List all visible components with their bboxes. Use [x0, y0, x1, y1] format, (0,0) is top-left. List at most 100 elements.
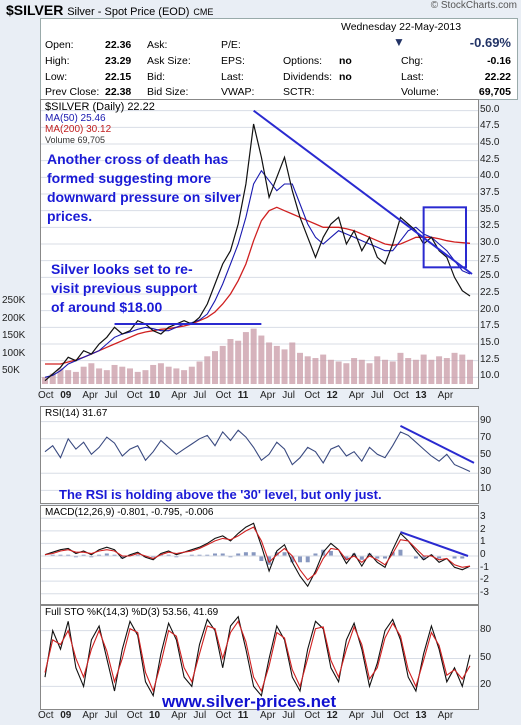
dividends-label: Dividends:: [283, 71, 333, 83]
volume-tick-label: 100K: [2, 347, 26, 359]
sto-tick-label: 20: [480, 679, 492, 691]
pe-label: P/E:: [221, 39, 241, 51]
macd-histogram-bar: [104, 553, 109, 556]
price-tick-label: 10.0: [480, 370, 500, 382]
site-footer[interactable]: www.silver-prices.net: [162, 692, 337, 711]
annotation-cross-of-death: Another cross of death has formed sugges…: [47, 151, 241, 224]
x-tick-label: 12: [326, 710, 338, 721]
quote-table: Wednesday 22-May-2013 ▼ -0.69% Open: 22.…: [40, 18, 518, 100]
macd-histogram-bar: [267, 556, 272, 565]
x-tick-label: 13: [415, 390, 427, 401]
ma200-line: [45, 206, 471, 365]
price-tick-label: 45.0: [480, 137, 500, 148]
signal-line: [44, 526, 471, 581]
x-tick-label: Jul: [371, 390, 384, 401]
macd-histogram-bar: [251, 552, 256, 556]
macd-histogram-bar: [66, 554, 71, 556]
macd-chart: [41, 517, 478, 595]
ma50-line: [44, 169, 471, 378]
rsi-tick-label: 30: [480, 466, 492, 478]
macd-histogram-bar: [205, 554, 210, 556]
volume-bar: [227, 339, 234, 384]
x-tick-label: Oct: [304, 710, 320, 721]
volume-bar: [266, 342, 273, 384]
sto-legend: Full STO %K(14,3) %D(3) 53.56, 41.69: [45, 607, 219, 618]
macd-histogram-bar: [383, 556, 387, 559]
ask-label: Ask:: [147, 39, 168, 51]
volume-bar: [49, 373, 56, 384]
volume-bar: [96, 368, 103, 384]
rsi-tick-label: 10: [480, 483, 492, 495]
macd-histogram-bar: [352, 553, 357, 556]
price-legend-title: $SILVER (Daily) 22.22: [45, 101, 155, 113]
x-tick-label: Apr: [171, 390, 187, 401]
volume-bar: [335, 361, 342, 384]
chg-label: Chg:: [401, 55, 424, 67]
volume-bar: [467, 359, 473, 384]
x-tick-label: Oct: [215, 390, 232, 401]
price-line: [44, 123, 471, 382]
price-tick-label: 32.5: [480, 220, 500, 232]
volume-bar: [219, 345, 226, 384]
macd-histogram-bar: [112, 554, 117, 556]
downtrend-line: [253, 109, 473, 275]
price-tick-label: 22.5: [480, 287, 500, 298]
volume-bar: [358, 359, 365, 384]
x-tick-label: Jul: [282, 390, 295, 401]
macd-histogram-bar: [73, 556, 78, 558]
macd-legend-text: MACD(12,26,9) -0.801, -0.795, -0.006: [45, 507, 214, 518]
x-tick-label: Apr: [348, 710, 365, 721]
volume-bar: [405, 358, 412, 384]
volume-bar: [235, 340, 242, 384]
macd-histogram-bar: [189, 554, 194, 556]
volume-bar: [312, 358, 319, 384]
macd-histogram-bar: [413, 556, 418, 559]
x-tick-label: Apr: [437, 390, 454, 401]
x-tick-label: 11: [237, 710, 249, 721]
price-tick-label: 37.5: [480, 187, 500, 198]
x-tick-label: Oct: [215, 710, 232, 721]
volume-bar: [304, 356, 311, 384]
volume-tick-label: 50K: [2, 365, 20, 376]
rsi-trend-line: [400, 425, 475, 464]
macd-histogram-bar: [421, 556, 426, 560]
volume-bar: [57, 368, 64, 384]
volume-bar: [127, 368, 133, 384]
options-value: no: [339, 55, 352, 67]
macd-tick-label: -3: [480, 586, 489, 598]
macd-tick-label: 2: [480, 523, 486, 535]
macd-histogram-bar: [375, 556, 380, 559]
volume-bar: [212, 351, 218, 384]
sto-panel: Full STO %K(14,3) %D(3) 53.56, 41.69: [40, 605, 479, 710]
dividends-value: no: [339, 71, 352, 83]
price-tick-label: 27.5: [480, 253, 500, 265]
macd-histogram-bar: [313, 553, 318, 556]
volume-bar: [327, 359, 334, 384]
macd-histogram-bar: [128, 554, 132, 556]
sto-tick-label: 50: [480, 651, 492, 663]
volume-bar: [80, 366, 87, 384]
macd-histogram-bar: [58, 554, 63, 556]
x-tick-label: Oct: [38, 710, 54, 721]
volume-bar: [134, 371, 141, 384]
macd-histogram-bar: [228, 556, 233, 558]
macd-histogram-bar: [236, 553, 241, 556]
last-value: 22.22: [484, 71, 511, 83]
volume-bar: [65, 370, 72, 384]
price-tick-label: 50.0: [480, 103, 500, 115]
x-tick-label: Oct: [126, 390, 143, 401]
price-tick-label: 35.0: [480, 203, 500, 215]
x-tick-label: Oct: [393, 390, 409, 401]
volume-legend: Volume 69,705: [45, 135, 106, 145]
macd-histogram-bar: [290, 556, 295, 563]
volume-bar: [366, 363, 373, 384]
low-label: Low:: [45, 71, 68, 83]
volume-tick-label: 250K: [2, 295, 26, 306]
macd-histogram-bar: [452, 556, 457, 559]
x-tick-label: 09: [60, 390, 72, 401]
volume-bar: [320, 354, 327, 384]
macd-histogram-bar: [50, 554, 55, 556]
sto-tick-label: 80: [480, 623, 492, 635]
eps-label: EPS:: [221, 55, 245, 67]
sto-chart: [41, 615, 478, 698]
